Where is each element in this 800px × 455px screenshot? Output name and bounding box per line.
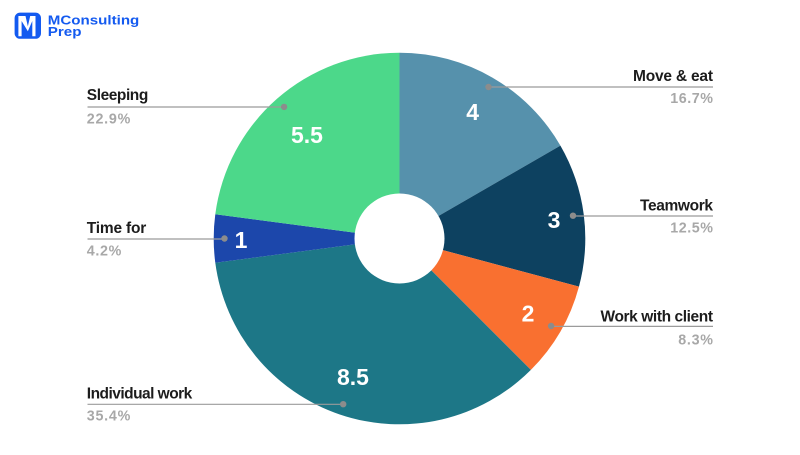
svg-text:Move & eat: Move & eat — [633, 68, 713, 85]
svg-text:1: 1 — [235, 227, 248, 253]
svg-text:Individual work: Individual work — [87, 385, 193, 402]
svg-text:35.4%: 35.4% — [87, 408, 131, 424]
svg-text:Time for: Time for — [87, 220, 147, 237]
svg-text:16.7%: 16.7% — [670, 91, 713, 107]
svg-text:2: 2 — [522, 301, 535, 327]
svg-text:22.9%: 22.9% — [87, 112, 131, 128]
svg-text:Prep: Prep — [48, 24, 82, 39]
svg-text:Sleeping: Sleeping — [87, 87, 149, 104]
svg-text:Teamwork: Teamwork — [640, 198, 713, 215]
svg-text:4.2%: 4.2% — [87, 243, 122, 259]
svg-text:Work with client: Work with client — [601, 309, 714, 326]
svg-text:4: 4 — [466, 99, 479, 125]
svg-text:MConsulting: MConsulting — [48, 13, 140, 28]
svg-text:8.3%: 8.3% — [678, 333, 713, 349]
svg-text:3: 3 — [548, 207, 561, 233]
svg-text:8.5: 8.5 — [337, 364, 369, 390]
svg-text:5.5: 5.5 — [291, 122, 323, 148]
svg-text:12.5%: 12.5% — [670, 220, 713, 236]
